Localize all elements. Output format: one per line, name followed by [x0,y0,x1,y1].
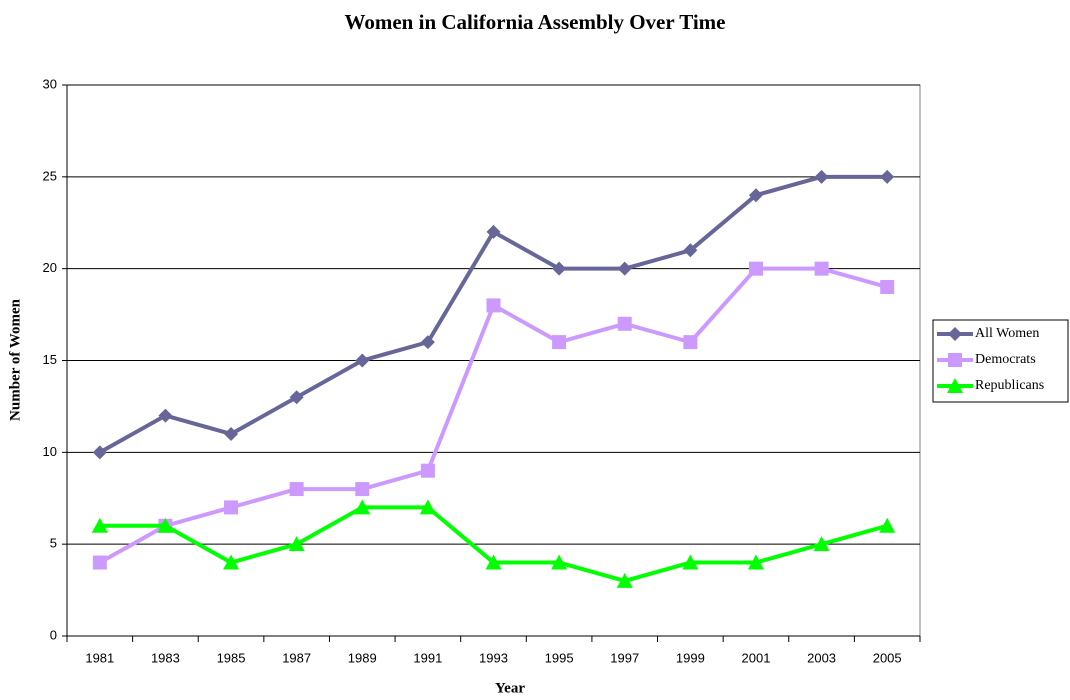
marker [91,517,108,533]
x-tick-label: 2003 [807,650,836,665]
y-tick-label: 25 [43,168,57,183]
marker [486,298,501,313]
legend-marker [947,378,963,393]
y-tick-label: 30 [43,76,57,91]
marker [289,390,304,405]
marker [683,335,698,350]
x-tick-label: 1991 [413,650,442,665]
x-tick-label: 1993 [479,650,508,665]
marker [355,353,370,368]
marker [880,280,895,295]
marker [420,463,435,478]
marker [224,426,239,441]
marker [92,555,107,570]
marker [552,261,567,276]
marker [748,261,763,276]
x-tick-label: 2001 [742,650,771,665]
x-tick-label: 1985 [217,650,246,665]
marker [486,224,501,239]
marker [354,499,371,515]
marker [617,316,632,331]
marker [158,408,173,423]
marker [289,482,304,497]
marker [419,499,436,515]
marker [814,261,829,276]
y-tick-label: 15 [43,352,57,367]
legend-label: Democrats [975,352,1036,367]
marker [747,554,764,570]
x-tick-label: 1997 [610,650,639,665]
series-line [98,266,888,565]
x-tick-label: 1995 [545,650,574,665]
marker [92,445,107,460]
marker [552,335,567,350]
legend-label: All Women [975,326,1039,341]
x-tick-label: 1999 [676,650,705,665]
marker [814,169,829,184]
y-tick-label: 5 [50,536,57,551]
marker [617,261,632,276]
marker [288,536,305,552]
marker [420,335,435,350]
y-tick-label: 20 [43,260,57,275]
legend-label: Republicans [975,378,1044,393]
x-tick-label: 1987 [282,650,311,665]
marker [485,554,502,570]
x-tick-label: 2005 [873,650,902,665]
series-line [98,174,888,455]
marker [551,554,568,570]
marker [748,188,763,203]
y-tick-label: 10 [43,444,57,459]
marker [157,517,174,533]
x-tick-label: 1983 [151,650,180,665]
chart-title: Women in California Assembly Over Time [345,10,726,34]
marker [682,554,699,570]
y-tick-label: 0 [50,627,57,642]
x-axis-label: Year [495,680,525,696]
y-axis-label: Number of Women [7,298,23,421]
x-tick-label: 1989 [348,650,377,665]
marker [683,243,698,258]
marker [224,500,239,515]
legend-marker [948,353,962,367]
marker [880,169,895,184]
marker [616,572,633,588]
x-tick-label: 1981 [85,650,114,665]
legend-marker [948,327,962,341]
marker [355,482,370,497]
marker [879,517,896,533]
marker [813,536,830,552]
marker [223,554,240,570]
